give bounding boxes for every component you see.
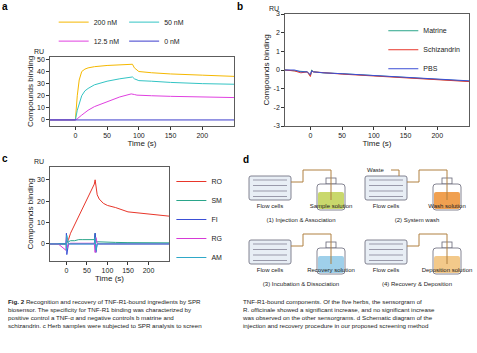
html-text:R. officinale showed a signifi: R. officinale showed a significant incre… — [243, 306, 435, 313]
svg-text:100: 100 — [102, 267, 114, 274]
svg-text:2: 2 — [276, 29, 280, 36]
svg-text:RU: RU — [34, 48, 44, 55]
svg-text:Flow cells: Flow cells — [257, 203, 283, 209]
svg-text:Time (s): Time (s) — [362, 139, 391, 148]
svg-text:200 nM: 200 nM — [94, 19, 118, 26]
html-text:b: b — [237, 1, 244, 12]
svg-text:Wash solution: Wash solution — [428, 203, 465, 209]
svg-text:0: 0 — [41, 240, 45, 247]
svg-text:-1: -1 — [274, 85, 280, 92]
svg-text:SM: SM — [211, 197, 222, 204]
html-text:a: a — [2, 1, 8, 12]
svg-text:50: 50 — [103, 132, 111, 139]
svg-text:0: 0 — [64, 267, 68, 274]
svg-text:200: 200 — [196, 132, 208, 139]
html-text:was observed on the other sens: was observed on the other sensorgrams. d… — [243, 314, 433, 321]
svg-text:PBS: PBS — [423, 65, 437, 72]
svg-text:Schizandrin: Schizandrin — [423, 46, 460, 53]
svg-text:RU: RU — [269, 5, 279, 12]
svg-text:0: 0 — [73, 132, 77, 139]
svg-text:50 nM: 50 nM — [164, 19, 184, 26]
svg-text:RO: RO — [211, 178, 222, 185]
svg-text:20: 20 — [37, 198, 45, 205]
svg-text:FI: FI — [211, 216, 217, 223]
svg-text:200: 200 — [431, 132, 443, 139]
svg-text:Flow cells: Flow cells — [373, 203, 399, 209]
svg-text:Time (s): Time (s) — [95, 274, 124, 283]
svg-text:(4) Recovery & Deposition: (4) Recovery & Deposition — [382, 281, 452, 287]
svg-text:20: 20 — [37, 92, 45, 99]
svg-text:-3: -3 — [274, 122, 280, 129]
svg-text:200: 200 — [143, 267, 155, 274]
svg-text:RG: RG — [211, 235, 222, 242]
svg-text:Flow cells: Flow cells — [373, 267, 399, 273]
svg-text:50: 50 — [37, 56, 45, 63]
svg-text:150: 150 — [400, 132, 412, 139]
html-text:injection and recovery procedu: injection and recovery procedure in our … — [243, 322, 429, 329]
svg-text:(1) Injection & Association: (1) Injection & Association — [266, 217, 335, 223]
svg-text:-2: -2 — [274, 104, 280, 111]
svg-text:Waste: Waste — [367, 167, 384, 173]
html-text:Fig. 2 Recognition and recover: Fig. 2 Recognition and recovery of TNF-R… — [8, 298, 201, 305]
svg-text:Compounds binding: Compounds binding — [26, 56, 35, 127]
svg-text:Compounds binding: Compounds binding — [262, 34, 271, 105]
svg-text:(2) System wash: (2) System wash — [395, 217, 440, 223]
svg-text:RU: RU — [34, 158, 44, 165]
svg-text:Deposition solution: Deposition solution — [422, 267, 473, 273]
svg-text:100: 100 — [368, 132, 380, 139]
svg-text:30: 30 — [37, 176, 45, 183]
svg-text:10: 10 — [37, 104, 45, 111]
svg-text:0: 0 — [276, 66, 280, 73]
svg-text:50: 50 — [338, 132, 346, 139]
svg-text:0: 0 — [41, 116, 45, 123]
svg-text:100: 100 — [133, 132, 145, 139]
svg-text:0: 0 — [308, 132, 312, 139]
svg-text:Compounds binding: Compounds binding — [26, 178, 35, 249]
svg-text:3: 3 — [276, 10, 280, 17]
svg-text:(3) Incubation & Dissociation: (3) Incubation & Dissociation — [263, 281, 339, 287]
svg-text:Time (s): Time (s) — [127, 139, 156, 148]
svg-text:30: 30 — [37, 80, 45, 87]
html-text:positive control a TNF-α and n: positive control a TNF-α and negative co… — [8, 314, 174, 321]
svg-text:Recovery solution: Recovery solution — [307, 267, 355, 273]
svg-text:150: 150 — [165, 132, 177, 139]
svg-text:AM: AM — [211, 254, 222, 261]
svg-text:Flow cells: Flow cells — [257, 267, 283, 273]
svg-text:10: 10 — [37, 219, 45, 226]
svg-text:Matrine: Matrine — [423, 27, 446, 34]
svg-text:40: 40 — [37, 68, 45, 75]
html-text:TNF-R1-bound components. Of th: TNF-R1-bound components. Of the five her… — [243, 298, 422, 305]
html-text:d: d — [243, 154, 250, 165]
html-text:biosensor. The specificity for: biosensor. The specificity for TNF-R1 bi… — [8, 306, 192, 313]
html-text:c: c — [2, 153, 8, 164]
svg-text:1: 1 — [276, 48, 280, 55]
svg-text:150: 150 — [122, 267, 134, 274]
svg-text:50: 50 — [83, 267, 91, 274]
svg-text:0 nM: 0 nM — [164, 38, 180, 45]
html-text:schizandrin. c Herb samples we: schizandrin. c Herb samples were subject… — [8, 322, 202, 329]
svg-text:Sample solution: Sample solution — [310, 203, 353, 209]
svg-text:12.5 nM: 12.5 nM — [94, 38, 119, 45]
